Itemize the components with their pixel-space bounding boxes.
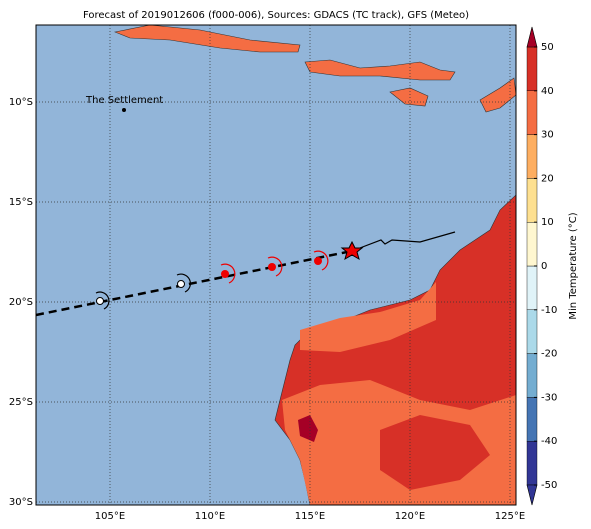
colorbar-extend-low xyxy=(526,484,538,506)
colorbar-segment xyxy=(526,90,538,135)
colorbar-segment xyxy=(526,265,538,310)
lat-tick-label: 25°S xyxy=(9,397,33,408)
land xyxy=(113,25,516,505)
colorbar-segment xyxy=(526,441,538,486)
lon-tick-label: 120°E xyxy=(395,511,425,522)
colorbar-tick-label: 30 xyxy=(541,130,554,141)
map-title: Forecast of 2019012606 (f000-006), Sourc… xyxy=(83,10,469,21)
colorbar-tick-label: 0 xyxy=(541,261,547,272)
colorbar-segment xyxy=(526,353,538,398)
colorbar-tick-label: -50 xyxy=(541,480,557,491)
colorbar-segment xyxy=(526,178,538,223)
colorbar-tick-label: 20 xyxy=(541,173,554,184)
colorbar-tick-label: -30 xyxy=(541,392,557,403)
colorbar-segment xyxy=(526,221,538,267)
colorbar-extend-high xyxy=(526,26,538,48)
colorbar-segment xyxy=(526,134,538,179)
colorbar-segment xyxy=(526,397,538,442)
lon-tick-label: 125°E xyxy=(495,511,525,522)
map-frame xyxy=(35,24,517,506)
lat-tick-label: 20°S xyxy=(9,297,33,308)
place-label: The Settlement xyxy=(85,95,163,106)
lon-tick-label: 115°E xyxy=(295,511,325,522)
graticule xyxy=(36,25,516,505)
lat-tick-label: 30°S xyxy=(9,497,33,508)
colorbar-label: Min Temperature (°C) xyxy=(568,212,579,319)
colorbar-segment xyxy=(526,46,538,91)
map-area xyxy=(36,25,516,505)
track-forecast xyxy=(351,231,456,252)
colorbar-tick-label: 40 xyxy=(541,86,554,97)
lon-tick-label: 105°E xyxy=(95,511,125,522)
colorbar-tick-label: 50 xyxy=(541,42,554,53)
track-past xyxy=(36,249,353,317)
colorbar-tick-label: -20 xyxy=(541,349,557,360)
colorbar-tick-label: -40 xyxy=(541,436,557,447)
island-marker xyxy=(122,108,126,112)
lat-tick-label: 15°S xyxy=(9,197,33,208)
colorbar-segment xyxy=(526,309,538,354)
colorbar-tick-label: -10 xyxy=(541,305,557,316)
colorbar-tick-label: 10 xyxy=(541,217,554,228)
lat-tick-label: 10°S xyxy=(9,97,33,108)
storm-symbols xyxy=(95,240,364,310)
lon-tick-label: 110°E xyxy=(195,511,225,522)
